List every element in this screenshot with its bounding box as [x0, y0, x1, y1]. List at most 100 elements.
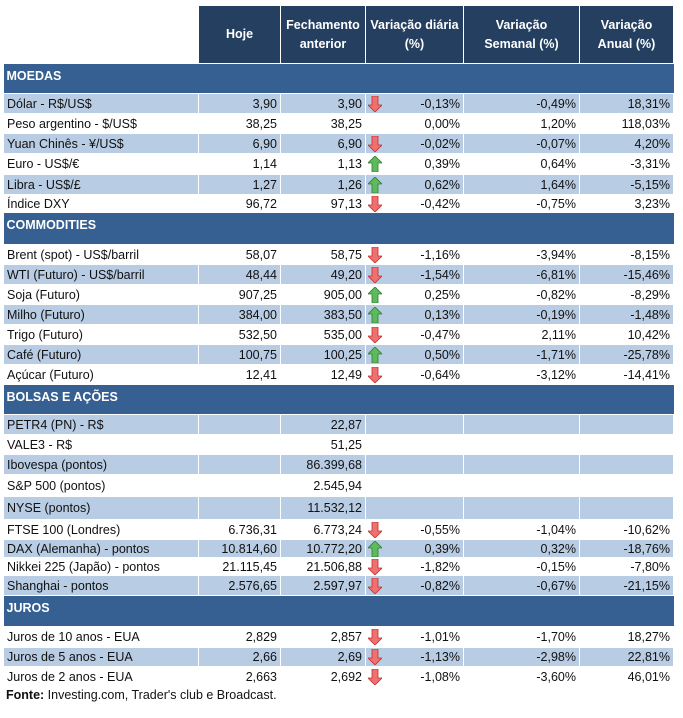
arrow-up-icon — [368, 306, 382, 323]
table-row: Juros de 5 anos - EUA 2,66 2,69 -1,13% -2,98… — [3, 647, 674, 667]
cell-variacao-semanal: -1,71% — [463, 344, 580, 365]
row-label: Soja (Futuro) — [3, 284, 199, 305]
cell-variacao-diaria — [365, 474, 464, 497]
cell-variacao-diaria: -1,16% — [365, 244, 464, 265]
cell-variacao-diaria: 0,13% — [365, 304, 464, 325]
cell-variacao-semanal — [463, 474, 580, 497]
cell-hoje: 384,00 — [198, 304, 281, 325]
cell-variacao-anual: 18,27% — [579, 626, 674, 648]
cell-fechamento: 6.773,24 — [280, 519, 366, 540]
variacao-diaria-value: -1,08% — [420, 670, 460, 684]
variacao-diaria-value: 0,50% — [424, 347, 460, 362]
cell-variacao-anual: -8,15% — [579, 244, 674, 265]
cell-variacao-anual: -3,31% — [579, 153, 674, 175]
section-header: BOLSAS E AÇÕES — [3, 384, 674, 415]
cell-variacao-semanal: -3,12% — [463, 364, 580, 385]
cell-variacao-anual: -14,41% — [579, 364, 674, 385]
arrow-down-icon — [368, 246, 382, 263]
cell-variacao-anual: 10,42% — [579, 324, 674, 345]
row-label: Juros de 10 anos - EUA — [3, 626, 199, 648]
market-table: Hoje Fechamento anterior Variação diária… — [3, 5, 674, 688]
header-variacao-semanal: Variação Semanal (%) — [463, 5, 580, 64]
table-row: Trigo (Futuro) 532,50 535,00 -0,47% 2,11% 10,… — [3, 324, 674, 345]
table-row: PETR4 (PN) - R$ 22,87 — [3, 414, 674, 435]
cell-variacao-diaria: 0,00% — [365, 113, 464, 134]
cell-hoje: 21.115,45 — [198, 557, 281, 576]
cell-fechamento: 2.545,94 — [280, 474, 366, 497]
cell-variacao-semanal: -2,98% — [463, 647, 580, 667]
cell-fechamento: 6,90 — [280, 133, 366, 154]
cell-variacao-semanal: 1,64% — [463, 174, 580, 195]
section-title: JUROS — [3, 595, 674, 627]
cell-hoje — [198, 496, 281, 520]
table-row: Yuan Chinês - ¥/US$ 6,90 6,90 -0,02% -0,07% 4… — [3, 133, 674, 154]
cell-variacao-anual: 22,81% — [579, 647, 674, 667]
source-label: Fonte: — [6, 688, 45, 702]
cell-hoje: 48,44 — [198, 264, 281, 285]
cell-fechamento: 10.772,20 — [280, 539, 366, 558]
cell-variacao-diaria: -0,13% — [365, 93, 464, 114]
cell-variacao-diaria: 0,39% — [365, 153, 464, 175]
variacao-diaria-value: 0,62% — [424, 177, 460, 192]
cell-variacao-anual: -1,48% — [579, 304, 674, 325]
cell-variacao-diaria: 0,62% — [365, 174, 464, 195]
variacao-diaria-value: -1,82% — [420, 559, 460, 574]
cell-variacao-anual: -10,62% — [579, 519, 674, 540]
table-row: WTI (Futuro) - US$/barril 48,44 49,20 -1,54… — [3, 264, 674, 285]
cell-variacao-diaria: 0,50% — [365, 344, 464, 365]
cell-fechamento: 51,25 — [280, 434, 366, 455]
section-header: COMMODITIES — [3, 212, 674, 245]
variacao-diaria-value: -0,47% — [420, 327, 460, 342]
table-row: Açúcar (Futuro) 12,41 12,49 -0,64% -3,12% -14… — [3, 364, 674, 385]
cell-variacao-semanal — [463, 434, 580, 455]
variacao-diaria-value: -0,64% — [420, 367, 460, 382]
table-row: Shanghai - pontos 2.576,65 2.597,97 -0,82% -… — [3, 575, 674, 596]
table-row: Peso argentino - $/US$ 38,25 38,25 0,00% 1,2… — [3, 113, 674, 134]
cell-variacao-anual: 118,03% — [579, 113, 674, 134]
table-body: MOEDAS Dólar - R$/US$ 3,90 3,90 -0,13% -0,49%… — [3, 63, 674, 688]
cell-fechamento: 1,13 — [280, 153, 366, 175]
cell-variacao-semanal: -0,82% — [463, 284, 580, 305]
row-label: NYSE (pontos) — [3, 496, 199, 520]
cell-hoje: 6.736,31 — [198, 519, 281, 540]
section-header: MOEDAS — [3, 63, 674, 94]
cell-hoje: 6,90 — [198, 133, 281, 154]
arrow-up-icon — [368, 540, 382, 557]
cell-fechamento: 58,75 — [280, 244, 366, 265]
header-variacao-diaria-text: Variação diária (%) — [370, 17, 459, 51]
row-label: Juros de 5 anos - EUA — [3, 647, 199, 667]
row-label: Brent (spot) - US$/barril — [3, 244, 199, 265]
cell-hoje: 10.814,60 — [198, 539, 281, 558]
table-row: Brent (spot) - US$/barril 58,07 58,75 -1,16… — [3, 244, 674, 265]
header-blank — [3, 5, 199, 64]
arrow-down-icon — [368, 266, 382, 283]
header-variacao-anual-text: Variação Anual (%) — [597, 17, 656, 51]
cell-fechamento: 905,00 — [280, 284, 366, 305]
cell-variacao-semanal: 1,20% — [463, 113, 580, 134]
cell-fechamento: 535,00 — [280, 324, 366, 345]
cell-variacao-anual — [579, 496, 674, 520]
arrow-down-icon — [368, 577, 382, 594]
cell-variacao-semanal: -1,04% — [463, 519, 580, 540]
cell-hoje: 907,25 — [198, 284, 281, 305]
cell-variacao-semanal: -6,81% — [463, 264, 580, 285]
cell-variacao-anual — [579, 474, 674, 497]
row-label: Açúcar (Futuro) — [3, 364, 199, 385]
cell-hoje: 532,50 — [198, 324, 281, 345]
table-row: NYSE (pontos) 11.532,12 — [3, 496, 674, 520]
section-title: MOEDAS — [3, 63, 674, 94]
cell-variacao-diaria: -0,47% — [365, 324, 464, 345]
row-label: Ibovespa (pontos) — [3, 454, 199, 475]
cell-variacao-diaria: -1,13% — [365, 647, 464, 667]
arrow-up-icon — [368, 286, 382, 303]
variacao-diaria-value: 0,13% — [424, 307, 460, 322]
row-label: Juros de 2 anos - EUA — [3, 666, 199, 688]
cell-variacao-semanal: -0,19% — [463, 304, 580, 325]
arrow-down-icon — [368, 649, 382, 665]
cell-hoje: 100,75 — [198, 344, 281, 365]
cell-hoje: 2,66 — [198, 647, 281, 667]
cell-hoje: 38,25 — [198, 113, 281, 134]
cell-hoje: 2,829 — [198, 626, 281, 648]
cell-fechamento: 12,49 — [280, 364, 366, 385]
header-variacao-semanal-text: Variação Semanal (%) — [484, 17, 559, 51]
